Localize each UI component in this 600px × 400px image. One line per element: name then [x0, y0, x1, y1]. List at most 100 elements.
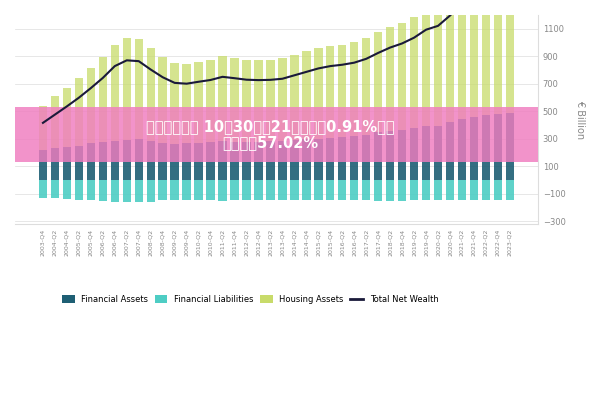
Bar — [98, 180, 107, 201]
Bar — [350, 42, 358, 136]
Bar — [482, 0, 490, 115]
Bar — [458, 0, 466, 119]
Bar — [302, 139, 311, 180]
Bar — [98, 57, 107, 142]
Bar — [218, 141, 227, 180]
Bar — [194, 62, 203, 143]
Bar — [182, 64, 191, 144]
Bar — [422, 180, 430, 200]
Bar — [506, 180, 514, 200]
Bar — [230, 58, 239, 142]
Bar — [86, 144, 95, 180]
Bar — [134, 180, 143, 202]
Bar — [386, 27, 394, 131]
Bar — [326, 180, 334, 200]
Bar — [122, 140, 131, 180]
Bar — [182, 180, 191, 200]
Bar — [326, 46, 334, 138]
Bar — [434, 6, 442, 126]
Bar — [51, 180, 59, 198]
Bar — [338, 44, 346, 137]
Bar — [110, 141, 119, 180]
Bar — [51, 148, 59, 180]
Bar — [242, 142, 251, 180]
Bar — [39, 106, 47, 150]
Bar — [410, 17, 418, 128]
Bar — [422, 126, 430, 180]
Bar — [290, 55, 299, 140]
Bar — [218, 180, 227, 201]
Bar — [86, 68, 95, 144]
Bar — [470, 117, 478, 180]
Bar — [266, 60, 275, 141]
Bar — [218, 56, 227, 141]
Bar — [39, 150, 47, 180]
Bar — [134, 39, 143, 139]
Bar — [242, 180, 251, 200]
Bar — [374, 132, 382, 180]
Bar — [326, 138, 334, 180]
Bar — [206, 180, 215, 200]
Bar — [434, 126, 442, 180]
Bar — [194, 143, 203, 180]
Bar — [122, 180, 131, 202]
Bar — [398, 130, 406, 180]
Bar — [63, 180, 71, 199]
Bar — [74, 78, 83, 146]
Bar — [230, 180, 239, 200]
Bar — [494, 0, 502, 114]
Bar — [362, 38, 370, 134]
Bar — [86, 180, 95, 200]
Text: 股溢价率57.02%: 股溢价率57.02% — [223, 135, 319, 150]
Bar — [446, 122, 454, 180]
Bar — [338, 180, 346, 200]
Bar — [63, 147, 71, 180]
Bar — [350, 180, 358, 200]
Bar — [98, 142, 107, 180]
Bar — [422, 10, 430, 126]
Bar — [254, 180, 263, 200]
Bar — [122, 38, 131, 140]
Bar — [374, 32, 382, 132]
Bar — [314, 48, 323, 139]
Bar — [266, 180, 275, 200]
Bar — [158, 180, 167, 200]
Y-axis label: € Billion: € Billion — [575, 100, 585, 139]
Bar — [278, 58, 287, 141]
Bar — [314, 139, 323, 180]
Bar — [446, 0, 454, 122]
Legend: Financial Assets, Financial Liabilities, Housing Assets, Total Net Wealth: Financial Assets, Financial Liabilities,… — [59, 292, 442, 307]
Bar — [362, 134, 370, 180]
Bar — [470, 0, 478, 117]
Bar — [110, 44, 119, 141]
Text: 股票配资温州 10月30日凧21转债下跌0.91%，转: 股票配资温州 10月30日凧21转债下跌0.91%，转 — [146, 119, 395, 134]
Bar — [206, 60, 215, 142]
Bar — [39, 180, 47, 198]
Bar — [110, 180, 119, 202]
Bar — [482, 180, 490, 200]
Bar — [182, 144, 191, 180]
Bar — [434, 180, 442, 200]
Bar — [134, 139, 143, 180]
Bar — [170, 63, 179, 144]
Bar — [386, 131, 394, 180]
Bar — [458, 180, 466, 200]
Bar — [170, 144, 179, 180]
Bar — [278, 180, 287, 200]
Bar — [302, 52, 311, 139]
Bar — [146, 141, 155, 180]
Bar — [278, 141, 287, 180]
Bar — [74, 180, 83, 200]
Bar — [290, 180, 299, 200]
Bar — [146, 48, 155, 141]
Bar — [51, 96, 59, 148]
Bar — [506, 0, 514, 112]
Bar — [446, 180, 454, 200]
Bar — [314, 180, 323, 200]
Bar — [230, 142, 239, 180]
Bar — [458, 119, 466, 180]
Bar — [302, 180, 311, 200]
Bar — [494, 114, 502, 180]
Bar — [254, 142, 263, 180]
Bar — [290, 140, 299, 180]
